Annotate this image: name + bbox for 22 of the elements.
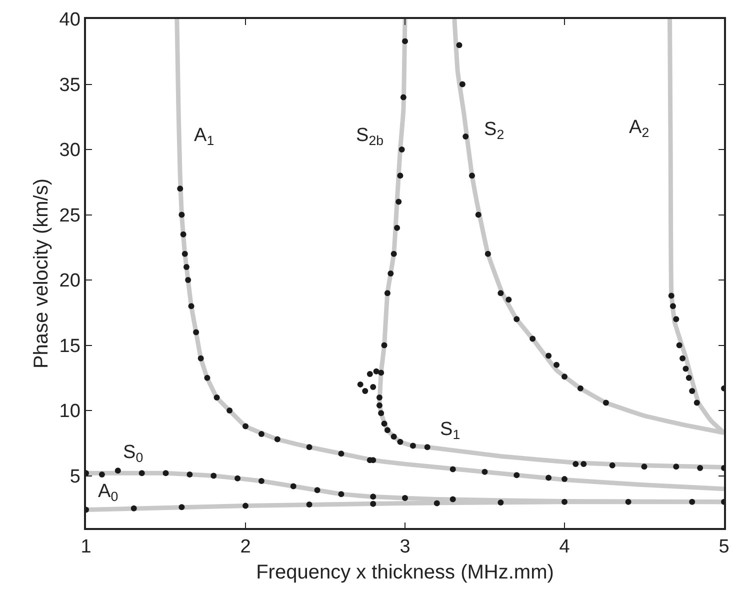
annotation: S$_{1}$	[440, 419, 460, 442]
y-tick-label: 35	[59, 74, 80, 96]
annotation: S$_{0}$	[123, 442, 144, 465]
annotation: A$_{1}$	[194, 125, 214, 148]
annotation: A$_{2}$	[629, 117, 650, 140]
x-tick-label: 3	[400, 536, 410, 558]
annotation: S$_{2b}$	[356, 125, 384, 148]
x-axis-title: Frequency x thickness (MHz.mm)	[256, 562, 554, 584]
x-tick-label: 5	[718, 536, 730, 558]
x-tick-label: 4	[559, 536, 570, 558]
x-tick-label: 1	[80, 536, 92, 558]
y-tick-label: 25	[59, 205, 80, 226]
y-tick-label: 10	[59, 401, 80, 422]
annotation: S$_{2}$	[484, 119, 504, 142]
x-tick-label: 2	[240, 536, 251, 558]
y-axis-title: Phase velocity (km/s)	[30, 178, 52, 369]
y-tick-label: 40	[59, 10, 80, 31]
y-tick-label: 5	[70, 466, 80, 488]
y-tick-label: 15	[59, 336, 80, 357]
y-tick-label: 30	[59, 140, 80, 162]
annotation: A$_{0}$	[98, 481, 118, 504]
y-tick-label: 20	[59, 270, 80, 292]
